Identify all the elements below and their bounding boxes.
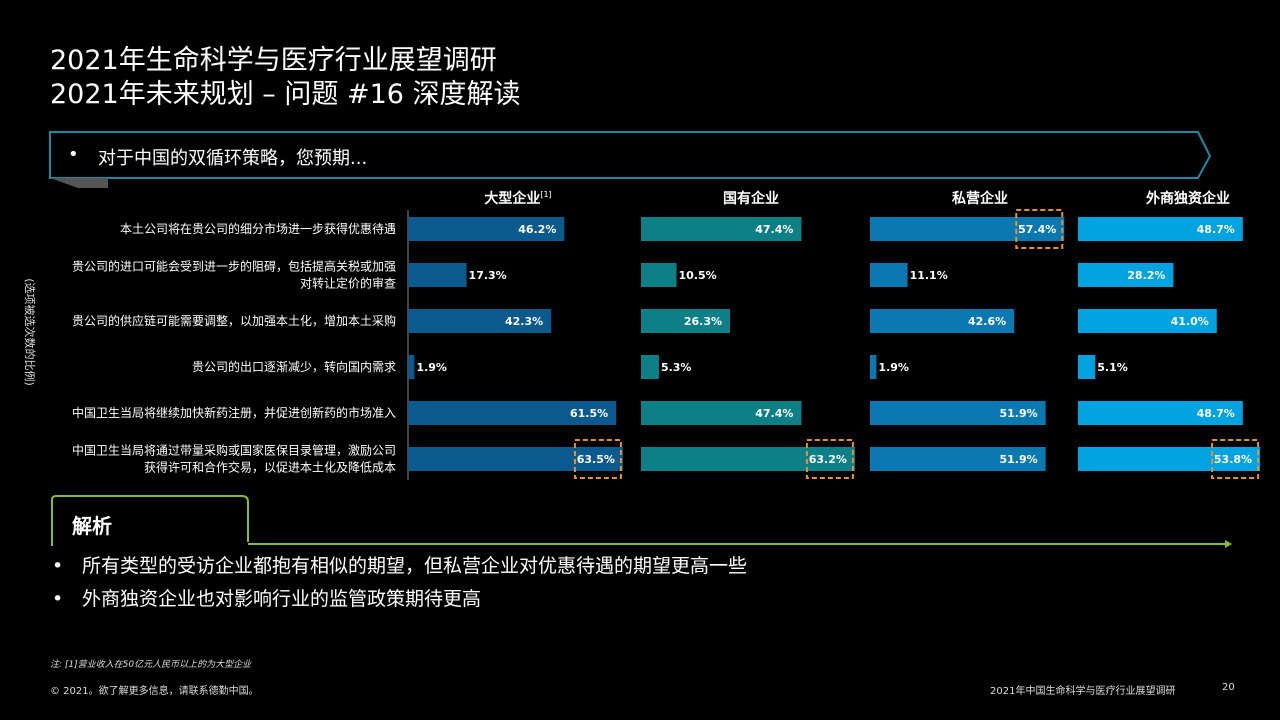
analysis-point-text: 所有类型的受访企业都抱有相似的期望，但私营企业对优惠待遇的期望更高一些 [82, 555, 748, 577]
bar [641, 263, 677, 287]
bar [1078, 355, 1096, 379]
category-label: 贵公司的供应链可能需要调整，以加强本土化，增加本土采购 [72, 313, 396, 328]
question-banner [49, 131, 1212, 188]
bar [870, 447, 1046, 471]
analysis-point: • 所有类型的受访企业都抱有相似的期望，但私营企业对优惠待遇的期望更高一些 [52, 550, 747, 583]
y-axis-label: (选项被选次数的比例) [23, 278, 37, 386]
bar [408, 309, 552, 333]
bar [408, 355, 415, 379]
footnote: 注: [1]营业收入在50亿元人民币以上的为大型企业 [50, 660, 252, 670]
bullet-dot: • [52, 555, 64, 577]
bar [870, 263, 908, 287]
bar [641, 355, 659, 379]
category-label: 贵公司的出口逐渐减少，转向国内需求 [192, 359, 396, 374]
category-label: 本土公司将在贵公司的细分市场进一步获得优惠待遇 [120, 221, 396, 236]
data-label: 26.3% [684, 315, 722, 328]
page-number: 20 [1222, 682, 1235, 693]
data-label: 63.5% [577, 453, 615, 466]
analysis-point: • 外商独资企业也对影响行业的监管政策期待更高 [52, 583, 747, 616]
data-label: 41.0% [1171, 315, 1209, 328]
bar [641, 309, 731, 333]
question-text: 对于中国的双循环策略，您预期... [98, 148, 368, 169]
bar [408, 263, 467, 287]
bar [641, 401, 802, 425]
bar [870, 355, 877, 379]
analysis-point-text: 外商独资企业也对影响行业的监管政策期待更高 [82, 588, 482, 610]
data-label: 61.5% [570, 407, 608, 420]
bar [408, 217, 565, 241]
data-label: 47.4% [755, 223, 793, 236]
data-label: 1.9% [878, 361, 909, 374]
category-label: 贵公司的进口可能会受到进一步的阻碍，包括提高关税或加强 [72, 259, 396, 274]
data-label: 17.3% [469, 269, 507, 282]
data-label: 11.1% [910, 269, 948, 282]
category-label: 对转让定价的审查 [300, 276, 396, 291]
bar [870, 309, 1015, 333]
series-header: 私营企业 [952, 190, 1008, 207]
bar [641, 217, 802, 241]
data-label: 51.9% [999, 407, 1037, 420]
data-label: 48.7% [1197, 223, 1235, 236]
data-label: 48.7% [1197, 407, 1235, 420]
data-label: 51.9% [999, 453, 1037, 466]
bar-chart: (选项被选次数的比例) 本土公司将在贵公司的细分市场进一步获得优惠待遇贵公司的进口… [23, 190, 1261, 480]
category-label: 中国卫生当局将继续加快新药注册，并促进创新药的市场准入 [72, 405, 396, 420]
bar [1078, 309, 1217, 333]
data-label: 28.2% [1127, 269, 1165, 282]
data-label: 5.3% [661, 361, 692, 374]
bar [1078, 217, 1243, 241]
highlight-box [1015, 209, 1064, 249]
data-label: 53.8% [1214, 453, 1252, 466]
bar [408, 401, 617, 425]
page-title: 2021年生命科学与医疗行业展望调研 2021年未来规划 – 问题 #16 深度… [50, 44, 521, 112]
bar [870, 217, 1065, 241]
category-label: 中国卫生当局将通过带量采购或国家医保目录管理，激励公司 [72, 443, 396, 458]
analysis-list: • 所有类型的受访企业都抱有相似的期望，但私营企业对优惠待遇的期望更高一些 • … [52, 550, 747, 616]
copyright: © 2021。欲了解更多信息，请联系德勤中国。 [50, 686, 259, 697]
bar [870, 401, 1046, 425]
question-bullet: • [68, 144, 79, 165]
data-label: 46.2% [518, 223, 556, 236]
highlight-box [1211, 439, 1260, 479]
series-header: 国有企业 [723, 190, 779, 207]
footer-title: 2021年中国生命科学与医疗行业展望调研 [990, 686, 1176, 697]
data-label: 10.5% [679, 269, 717, 282]
data-label: 1.9% [416, 361, 447, 374]
bar [408, 447, 623, 471]
analysis-title: 解析 [72, 514, 112, 538]
data-label: 42.3% [505, 315, 543, 328]
series-header: 外商独资企业 [1146, 190, 1230, 207]
data-label: 5.1% [1097, 361, 1128, 374]
highlight-box [573, 439, 622, 479]
category-label: 获得许可和合作交易，以促进本土化及降低成本 [144, 460, 396, 475]
analysis-frame [51, 495, 1232, 548]
series-header: 大型企业[1] [484, 190, 551, 207]
bar [1078, 401, 1243, 425]
highlight-box [805, 439, 854, 479]
title-line-1: 2021年生命科学与医疗行业展望调研 [50, 45, 497, 76]
bar [641, 447, 855, 471]
bullet-dot: • [52, 588, 64, 610]
title-line-2: 2021年未来规划 – 问题 #16 深度解读 [50, 79, 521, 110]
data-label: 63.2% [809, 453, 847, 466]
data-label: 47.4% [755, 407, 793, 420]
data-label: 57.4% [1018, 223, 1056, 236]
bar [1078, 447, 1261, 471]
data-label: 42.6% [968, 315, 1006, 328]
bar [1078, 263, 1174, 287]
